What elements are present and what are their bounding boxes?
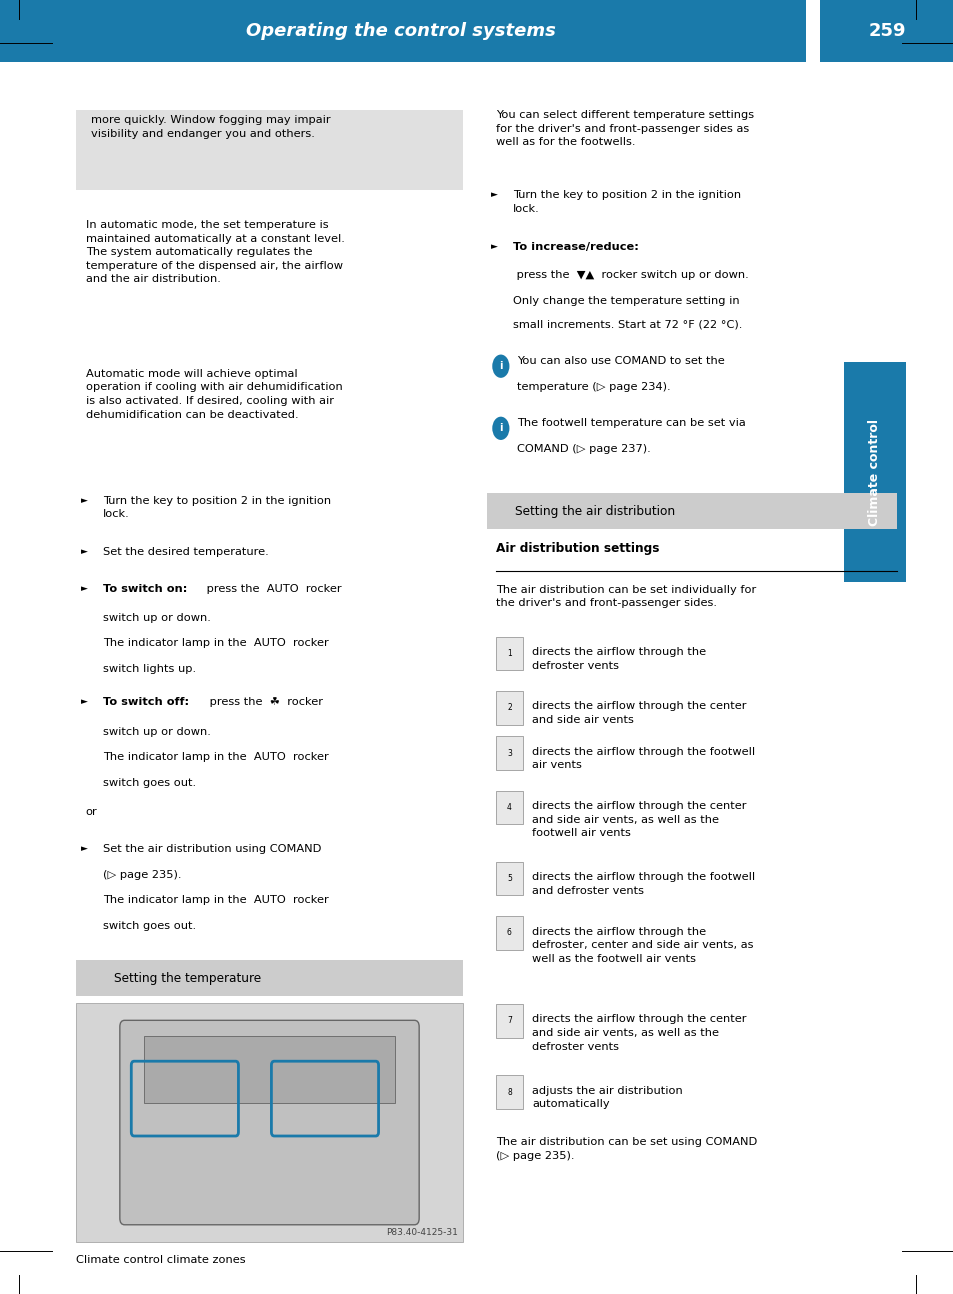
Bar <box>496 691 522 725</box>
Text: Set the desired temperature.: Set the desired temperature. <box>103 547 269 558</box>
Circle shape <box>492 355 509 378</box>
Text: You can select different temperature settings
for the driver's and front-passeng: You can select different temperature set… <box>496 110 754 148</box>
Text: To increase/reduce:: To increase/reduce: <box>513 242 639 252</box>
Bar <box>76 1003 462 1242</box>
Text: press the  ▼▲  rocker switch up or down.: press the ▼▲ rocker switch up or down. <box>513 270 748 281</box>
Bar <box>496 862 522 895</box>
Bar <box>496 916 522 950</box>
Text: 5: 5 <box>506 875 512 883</box>
Text: In automatic mode, the set temperature is
maintained automatically at a constant: In automatic mode, the set temperature i… <box>86 220 344 285</box>
Bar <box>0 0 805 62</box>
Bar <box>144 1036 395 1104</box>
Text: 3: 3 <box>506 749 512 757</box>
Text: switch up or down.: switch up or down. <box>103 727 211 738</box>
Text: ►: ► <box>81 547 88 556</box>
Bar <box>496 1075 522 1109</box>
Bar <box>843 362 905 582</box>
Text: Turn the key to position 2 in the ignition
lock.: Turn the key to position 2 in the igniti… <box>513 190 740 214</box>
Text: or: or <box>86 807 97 818</box>
Text: switch goes out.: switch goes out. <box>103 921 196 932</box>
Text: 7: 7 <box>506 1017 512 1025</box>
Text: Set the air distribution using COMAND: Set the air distribution using COMAND <box>103 844 321 854</box>
Text: Setting the air distribution: Setting the air distribution <box>515 505 675 518</box>
Text: i: i <box>498 423 502 433</box>
Text: press the  ☘  rocker: press the ☘ rocker <box>206 697 323 708</box>
Bar <box>486 493 896 529</box>
Text: Only change the temperature setting in: Only change the temperature setting in <box>513 296 740 307</box>
Text: switch up or down.: switch up or down. <box>103 613 211 624</box>
Text: You can also use COMAND to set the: You can also use COMAND to set the <box>517 356 724 366</box>
Text: P83.40-4125-31: P83.40-4125-31 <box>386 1228 457 1237</box>
Text: 2: 2 <box>507 704 511 712</box>
Text: The indicator lamp in the  AUTO  rocker: The indicator lamp in the AUTO rocker <box>103 638 329 648</box>
Text: COMAND (▷ page 237).: COMAND (▷ page 237). <box>517 444 650 454</box>
Text: ►: ► <box>81 584 88 593</box>
Text: directs the airflow through the
defroster, center and side air vents, as
well as: directs the airflow through the defroste… <box>532 927 753 964</box>
Text: 6: 6 <box>506 929 512 937</box>
Text: ►: ► <box>491 242 497 251</box>
Text: Operating the control systems: Operating the control systems <box>246 22 555 40</box>
Text: Climate control: Climate control <box>867 419 881 525</box>
Bar <box>496 736 522 770</box>
Text: 8: 8 <box>507 1088 511 1096</box>
Bar <box>496 791 522 824</box>
Text: ►: ► <box>81 496 88 505</box>
FancyBboxPatch shape <box>120 1020 418 1224</box>
Text: press the  AUTO  rocker: press the AUTO rocker <box>203 584 341 594</box>
Text: Turn the key to position 2 in the ignition
lock.: Turn the key to position 2 in the igniti… <box>103 496 331 519</box>
Text: To switch off:: To switch off: <box>103 697 189 708</box>
Text: directs the airflow through the footwell
air vents: directs the airflow through the footwell… <box>532 747 755 770</box>
Text: directs the airflow through the center
and side air vents: directs the airflow through the center a… <box>532 701 746 725</box>
Text: Automatic mode will achieve optimal
operation if cooling with air dehumidificati: Automatic mode will achieve optimal oper… <box>86 369 342 419</box>
Text: 1: 1 <box>507 650 511 657</box>
Text: The footwell temperature can be set via: The footwell temperature can be set via <box>517 418 745 428</box>
Bar <box>820 0 953 62</box>
Text: directs the airflow through the center
and side air vents, as well as the
footwe: directs the airflow through the center a… <box>532 801 746 839</box>
Text: ►: ► <box>81 697 88 707</box>
Text: To switch on:: To switch on: <box>103 584 187 594</box>
Text: 259: 259 <box>867 22 905 40</box>
Text: temperature (▷ page 234).: temperature (▷ page 234). <box>517 382 670 392</box>
Text: switch goes out.: switch goes out. <box>103 778 196 788</box>
Text: directs the airflow through the center
and side air vents, as well as the
defros: directs the airflow through the center a… <box>532 1014 746 1052</box>
Text: small increments. Start at 72 °F (22 °C).: small increments. Start at 72 °F (22 °C)… <box>513 320 741 330</box>
Text: The air distribution can be set individually for
the driver's and front-passenge: The air distribution can be set individu… <box>496 585 756 608</box>
Text: The indicator lamp in the  AUTO  rocker: The indicator lamp in the AUTO rocker <box>103 752 329 762</box>
Bar <box>496 1004 522 1038</box>
Text: directs the airflow through the
defroster vents: directs the airflow through the defroste… <box>532 647 706 670</box>
Text: The air distribution can be set using COMAND
(▷ page 235).: The air distribution can be set using CO… <box>496 1137 757 1161</box>
Text: 4: 4 <box>506 804 512 811</box>
Text: switch lights up.: switch lights up. <box>103 664 196 674</box>
Text: Climate control climate zones: Climate control climate zones <box>76 1255 246 1266</box>
Text: The indicator lamp in the  AUTO  rocker: The indicator lamp in the AUTO rocker <box>103 895 329 906</box>
Text: Air distribution settings: Air distribution settings <box>496 542 659 555</box>
Text: ►: ► <box>81 844 88 853</box>
Bar <box>496 637 522 670</box>
Text: directs the airflow through the footwell
and defroster vents: directs the airflow through the footwell… <box>532 872 755 895</box>
Text: more quickly. Window fogging may impair
visibility and endanger you and others.: more quickly. Window fogging may impair … <box>91 115 330 138</box>
Bar <box>76 960 462 996</box>
Text: i: i <box>498 361 502 371</box>
Text: Setting the temperature: Setting the temperature <box>114 972 261 985</box>
Text: adjusts the air distribution
automatically: adjusts the air distribution automatical… <box>532 1086 682 1109</box>
Circle shape <box>492 417 509 440</box>
Text: (▷ page 235).: (▷ page 235). <box>103 870 181 880</box>
FancyBboxPatch shape <box>76 110 462 190</box>
Text: ►: ► <box>491 190 497 199</box>
